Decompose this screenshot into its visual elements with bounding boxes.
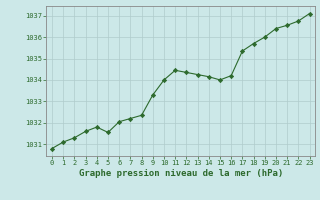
X-axis label: Graphe pression niveau de la mer (hPa): Graphe pression niveau de la mer (hPa) <box>79 169 283 178</box>
